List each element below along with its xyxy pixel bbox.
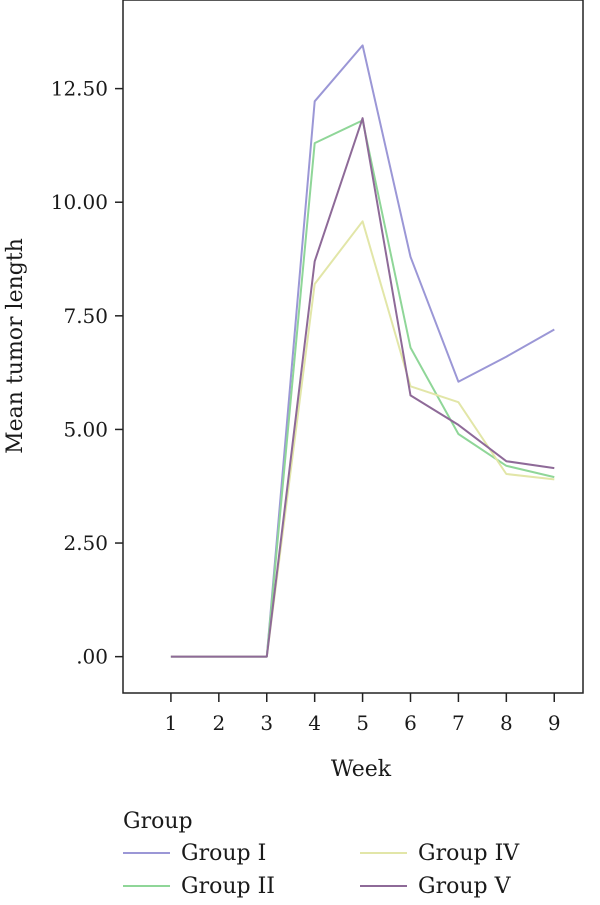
series-line-group-ii <box>170 119 555 658</box>
y-tick-label: 7.50 <box>63 304 108 328</box>
x-axis: 1 2 3 4 5 6 7 8 9 <box>165 693 561 735</box>
series-lines <box>170 44 555 658</box>
plot-frame <box>122 0 584 694</box>
legend-label: Group II <box>181 874 275 899</box>
series-line-group-iv <box>170 220 555 658</box>
y-tick-label: 2.50 <box>63 531 108 555</box>
x-tick-label: 7 <box>452 711 465 735</box>
y-tick-label: 5.00 <box>63 417 108 441</box>
x-tick-label: 1 <box>165 711 178 735</box>
x-tick-label: 3 <box>260 711 273 735</box>
legend-title: Group <box>123 809 193 834</box>
x-axis-label: Week <box>331 757 392 782</box>
legend-label: Group V <box>418 874 512 899</box>
x-tick-label: 8 <box>500 711 513 735</box>
series-line-group-i <box>170 44 555 658</box>
y-tick-label: 12.50 <box>51 77 108 101</box>
y-tick-label: 10.00 <box>51 190 108 214</box>
y-axis-label: Mean tumor length <box>3 238 28 454</box>
x-tick-label: 6 <box>404 711 417 735</box>
legend-label: Group I <box>181 841 266 866</box>
series-line-group-v <box>170 117 555 658</box>
x-tick-label: 9 <box>548 711 561 735</box>
y-tick-label: .00 <box>76 645 108 669</box>
x-tick-label: 4 <box>308 711 321 735</box>
legend: Group Group I Group II Group IV Group V <box>123 809 520 899</box>
x-tick-label: 2 <box>212 711 225 735</box>
legend-label: Group IV <box>418 841 520 866</box>
y-axis: .00 2.50 5.00 7.50 10.00 12.50 <box>51 77 123 669</box>
x-tick-label: 5 <box>356 711 369 735</box>
